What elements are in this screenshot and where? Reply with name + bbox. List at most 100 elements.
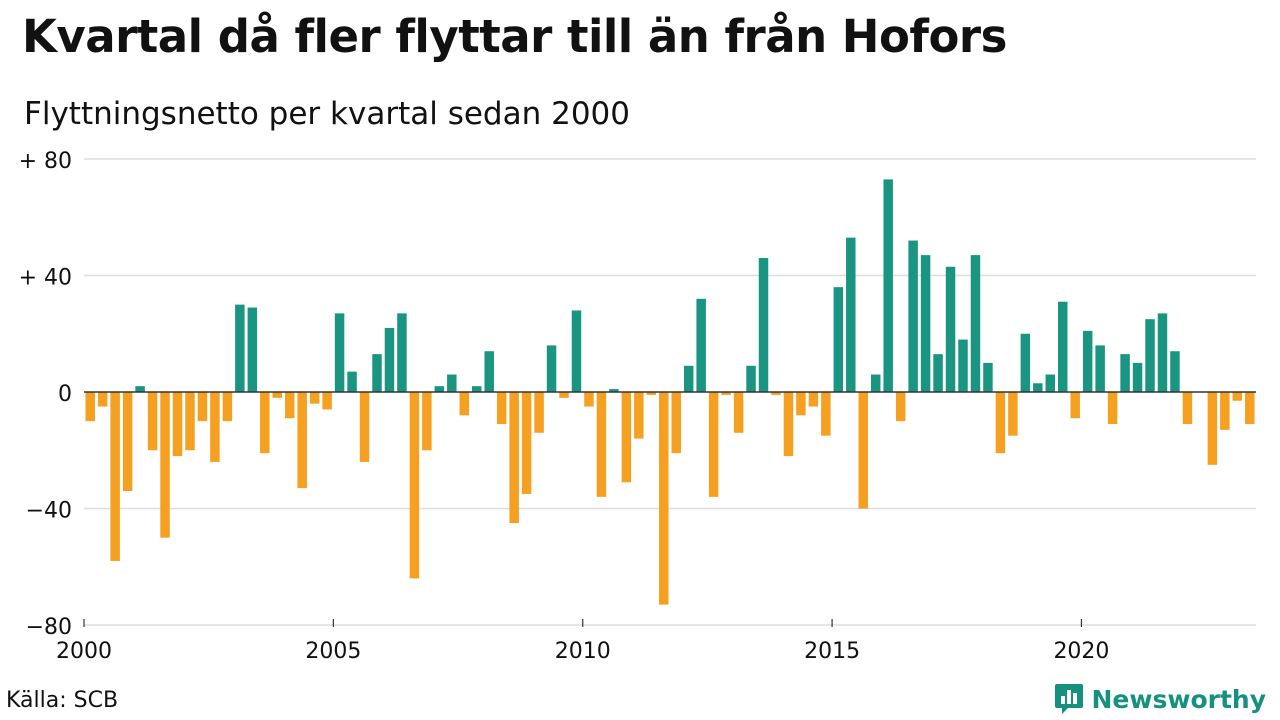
bar: [945, 266, 956, 392]
bar: [372, 354, 382, 392]
brand-logo: Newsworthy: [1054, 682, 1267, 716]
bar: [447, 374, 457, 392]
bar: [621, 392, 632, 483]
bar: [135, 386, 145, 392]
bar: [833, 287, 844, 392]
axes: [83, 391, 1256, 627]
bar: [1182, 392, 1193, 425]
bar: [1070, 392, 1080, 419]
brand-name: Newsworthy: [1091, 684, 1267, 714]
bar: [247, 307, 258, 392]
bar: [970, 255, 981, 392]
bar: [796, 392, 806, 416]
bar: [496, 392, 507, 425]
bar: [459, 392, 470, 416]
bar: [534, 392, 544, 433]
bar: [1145, 319, 1155, 392]
bar: [409, 392, 420, 579]
bar: [808, 392, 819, 407]
bar: [210, 392, 220, 462]
y-tick-label: + 80: [19, 149, 72, 174]
bar: [870, 374, 881, 392]
x-axis-tick-labels: 2000 2005 2010 2015 2020: [56, 639, 1109, 664]
x-tick-label: 2005: [305, 639, 361, 664]
bar: [1157, 313, 1168, 392]
bar: [1045, 374, 1056, 392]
bar: [1008, 392, 1018, 436]
bar: [696, 298, 706, 392]
bar: [771, 392, 781, 395]
bars: [85, 179, 1255, 605]
bar: [397, 313, 407, 392]
x-tick-label: 2020: [1053, 639, 1109, 664]
bar: [609, 389, 619, 392]
bar: [347, 371, 357, 392]
bar: [721, 392, 731, 395]
bar: [659, 392, 669, 605]
bar: [546, 345, 557, 392]
bar: [1170, 351, 1180, 392]
bar: [297, 392, 307, 489]
bar: [958, 339, 968, 392]
bar: [110, 392, 120, 561]
bar: [920, 255, 931, 392]
bar: [85, 392, 95, 422]
bar: [858, 392, 868, 509]
x-tick-label: 2010: [555, 639, 611, 664]
bar: [1220, 392, 1230, 430]
chart-subtitle: Flyttningsnetto per kvartal sedan 2000: [24, 96, 630, 132]
bar: [384, 327, 395, 392]
bar: [359, 392, 370, 462]
bar: [1020, 333, 1031, 392]
bar: [746, 365, 756, 392]
bar: [758, 258, 769, 392]
bar: [472, 386, 482, 392]
bar: [222, 392, 233, 422]
bar: [272, 392, 282, 398]
bar: [895, 392, 906, 422]
bar: [783, 392, 794, 457]
bar: [260, 392, 270, 454]
bar: [1232, 392, 1243, 401]
bar: [634, 392, 644, 439]
bar: [1033, 383, 1043, 392]
bar: [185, 392, 195, 451]
bar: [309, 392, 320, 404]
chart-title: Kvartal då fler flyttar till än från Hof…: [22, 10, 1007, 63]
bar: [1120, 354, 1130, 392]
bar: [1058, 301, 1068, 392]
bar: [983, 362, 993, 392]
bar: [334, 313, 345, 392]
bar: [1082, 330, 1093, 392]
bar: [284, 392, 295, 419]
bar-chart-speech-icon: [1054, 684, 1083, 714]
bar: [434, 386, 445, 392]
bar: [1107, 392, 1118, 425]
bar: [122, 392, 133, 492]
bar: [484, 351, 494, 392]
bar: [995, 392, 1006, 454]
bar: [933, 354, 943, 392]
x-tick-label: 2000: [56, 639, 112, 664]
x-tick-label: 2015: [804, 639, 860, 664]
bar: [160, 392, 170, 538]
bar: [571, 310, 582, 392]
bar: [846, 237, 856, 392]
bar: [1245, 392, 1255, 425]
bar: [596, 392, 607, 497]
bar: [584, 392, 594, 407]
bar: [1095, 345, 1105, 392]
bar: [883, 179, 893, 392]
y-tick-label: −80: [26, 615, 72, 640]
bar: [683, 365, 694, 392]
bar: [197, 392, 208, 422]
bar: [733, 392, 744, 433]
y-tick-label: + 40: [19, 266, 72, 291]
bar: [422, 392, 432, 451]
bar: [671, 392, 681, 454]
y-axis-tick-labels: + 80 + 40 0 −40 −80: [19, 149, 72, 640]
bar: [908, 240, 918, 392]
y-tick-label: −40: [26, 499, 72, 524]
bar: [172, 392, 183, 457]
y-tick-label: 0: [58, 382, 72, 407]
